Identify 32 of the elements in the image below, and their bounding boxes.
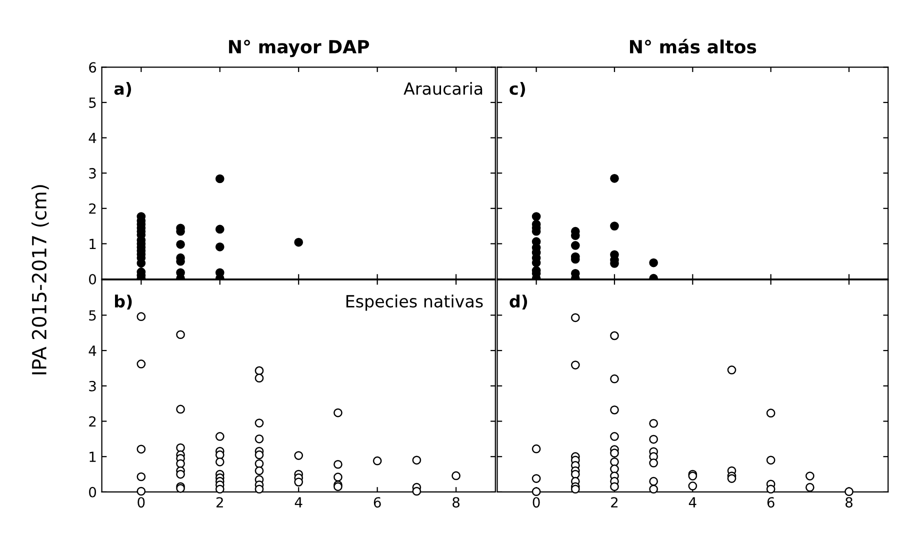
y-tick-label: 6 [89,62,96,73]
y-tick-label: 2 [89,416,96,427]
y-tick-label: 5 [89,98,96,108]
x-tick-label: 8 [452,497,460,508]
x-tick-label: 0 [532,497,540,508]
y-tick-label: 4 [88,132,96,144]
x-tick-label: 6 [374,497,381,508]
x-tick-label: 4 [294,497,302,508]
y-tick-label: 2 [89,203,96,214]
y-tick-label: 5 [89,310,96,321]
x-tick-label: 2 [216,497,223,508]
y-tick-label: 4 [88,346,96,356]
y-tick-label: 0 [89,274,96,284]
y-tick-label: 0 [89,486,96,498]
x-tick-label: 2 [611,497,618,508]
annotation: d) [510,294,528,310]
chart-title: N° más altos [630,38,756,54]
x-tick-label: 0 [138,497,145,508]
annotation: a) [114,82,132,97]
y-tick-label: 1 [90,238,96,249]
y-axis-title: IPA 2015-2017 (cm) [32,185,49,374]
x-tick-label: 8 [846,497,852,508]
annotation: Araucaria [404,82,482,95]
annotation: c) [510,82,526,97]
x-tick-label: 4 [688,497,696,508]
annotation: b) [115,294,132,310]
y-tick-label: 3 [89,168,96,179]
y-tick-label: 3 [89,380,96,392]
chart-title: N° mayor DAP [229,40,370,58]
annotation: Especies nativas [346,294,483,311]
x-tick-label: 6 [767,497,774,508]
y-tick-label: 1 [90,452,96,462]
